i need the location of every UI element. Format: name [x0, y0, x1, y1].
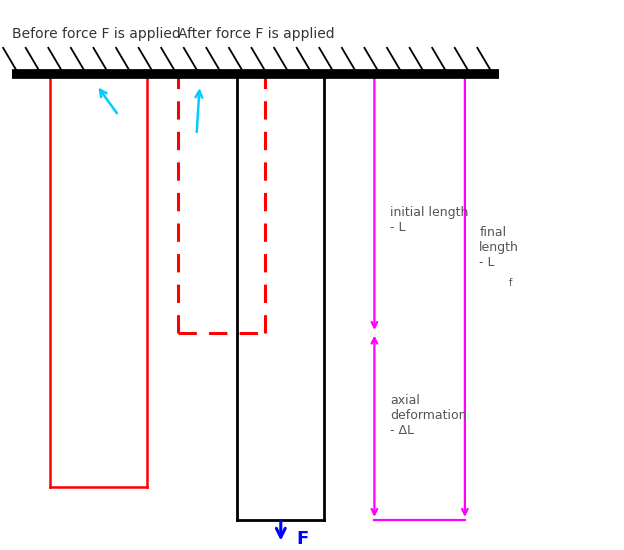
- Text: axial
deformation
- ΔL: axial deformation - ΔL: [390, 394, 467, 437]
- Text: F: F: [296, 530, 309, 548]
- Text: initial length
- L: initial length - L: [390, 206, 469, 234]
- Text: Before force F is applied: Before force F is applied: [12, 28, 181, 41]
- Text: f: f: [509, 278, 512, 288]
- Text: final
length
- L: final length - L: [479, 226, 519, 269]
- Text: After force F is applied: After force F is applied: [178, 28, 334, 41]
